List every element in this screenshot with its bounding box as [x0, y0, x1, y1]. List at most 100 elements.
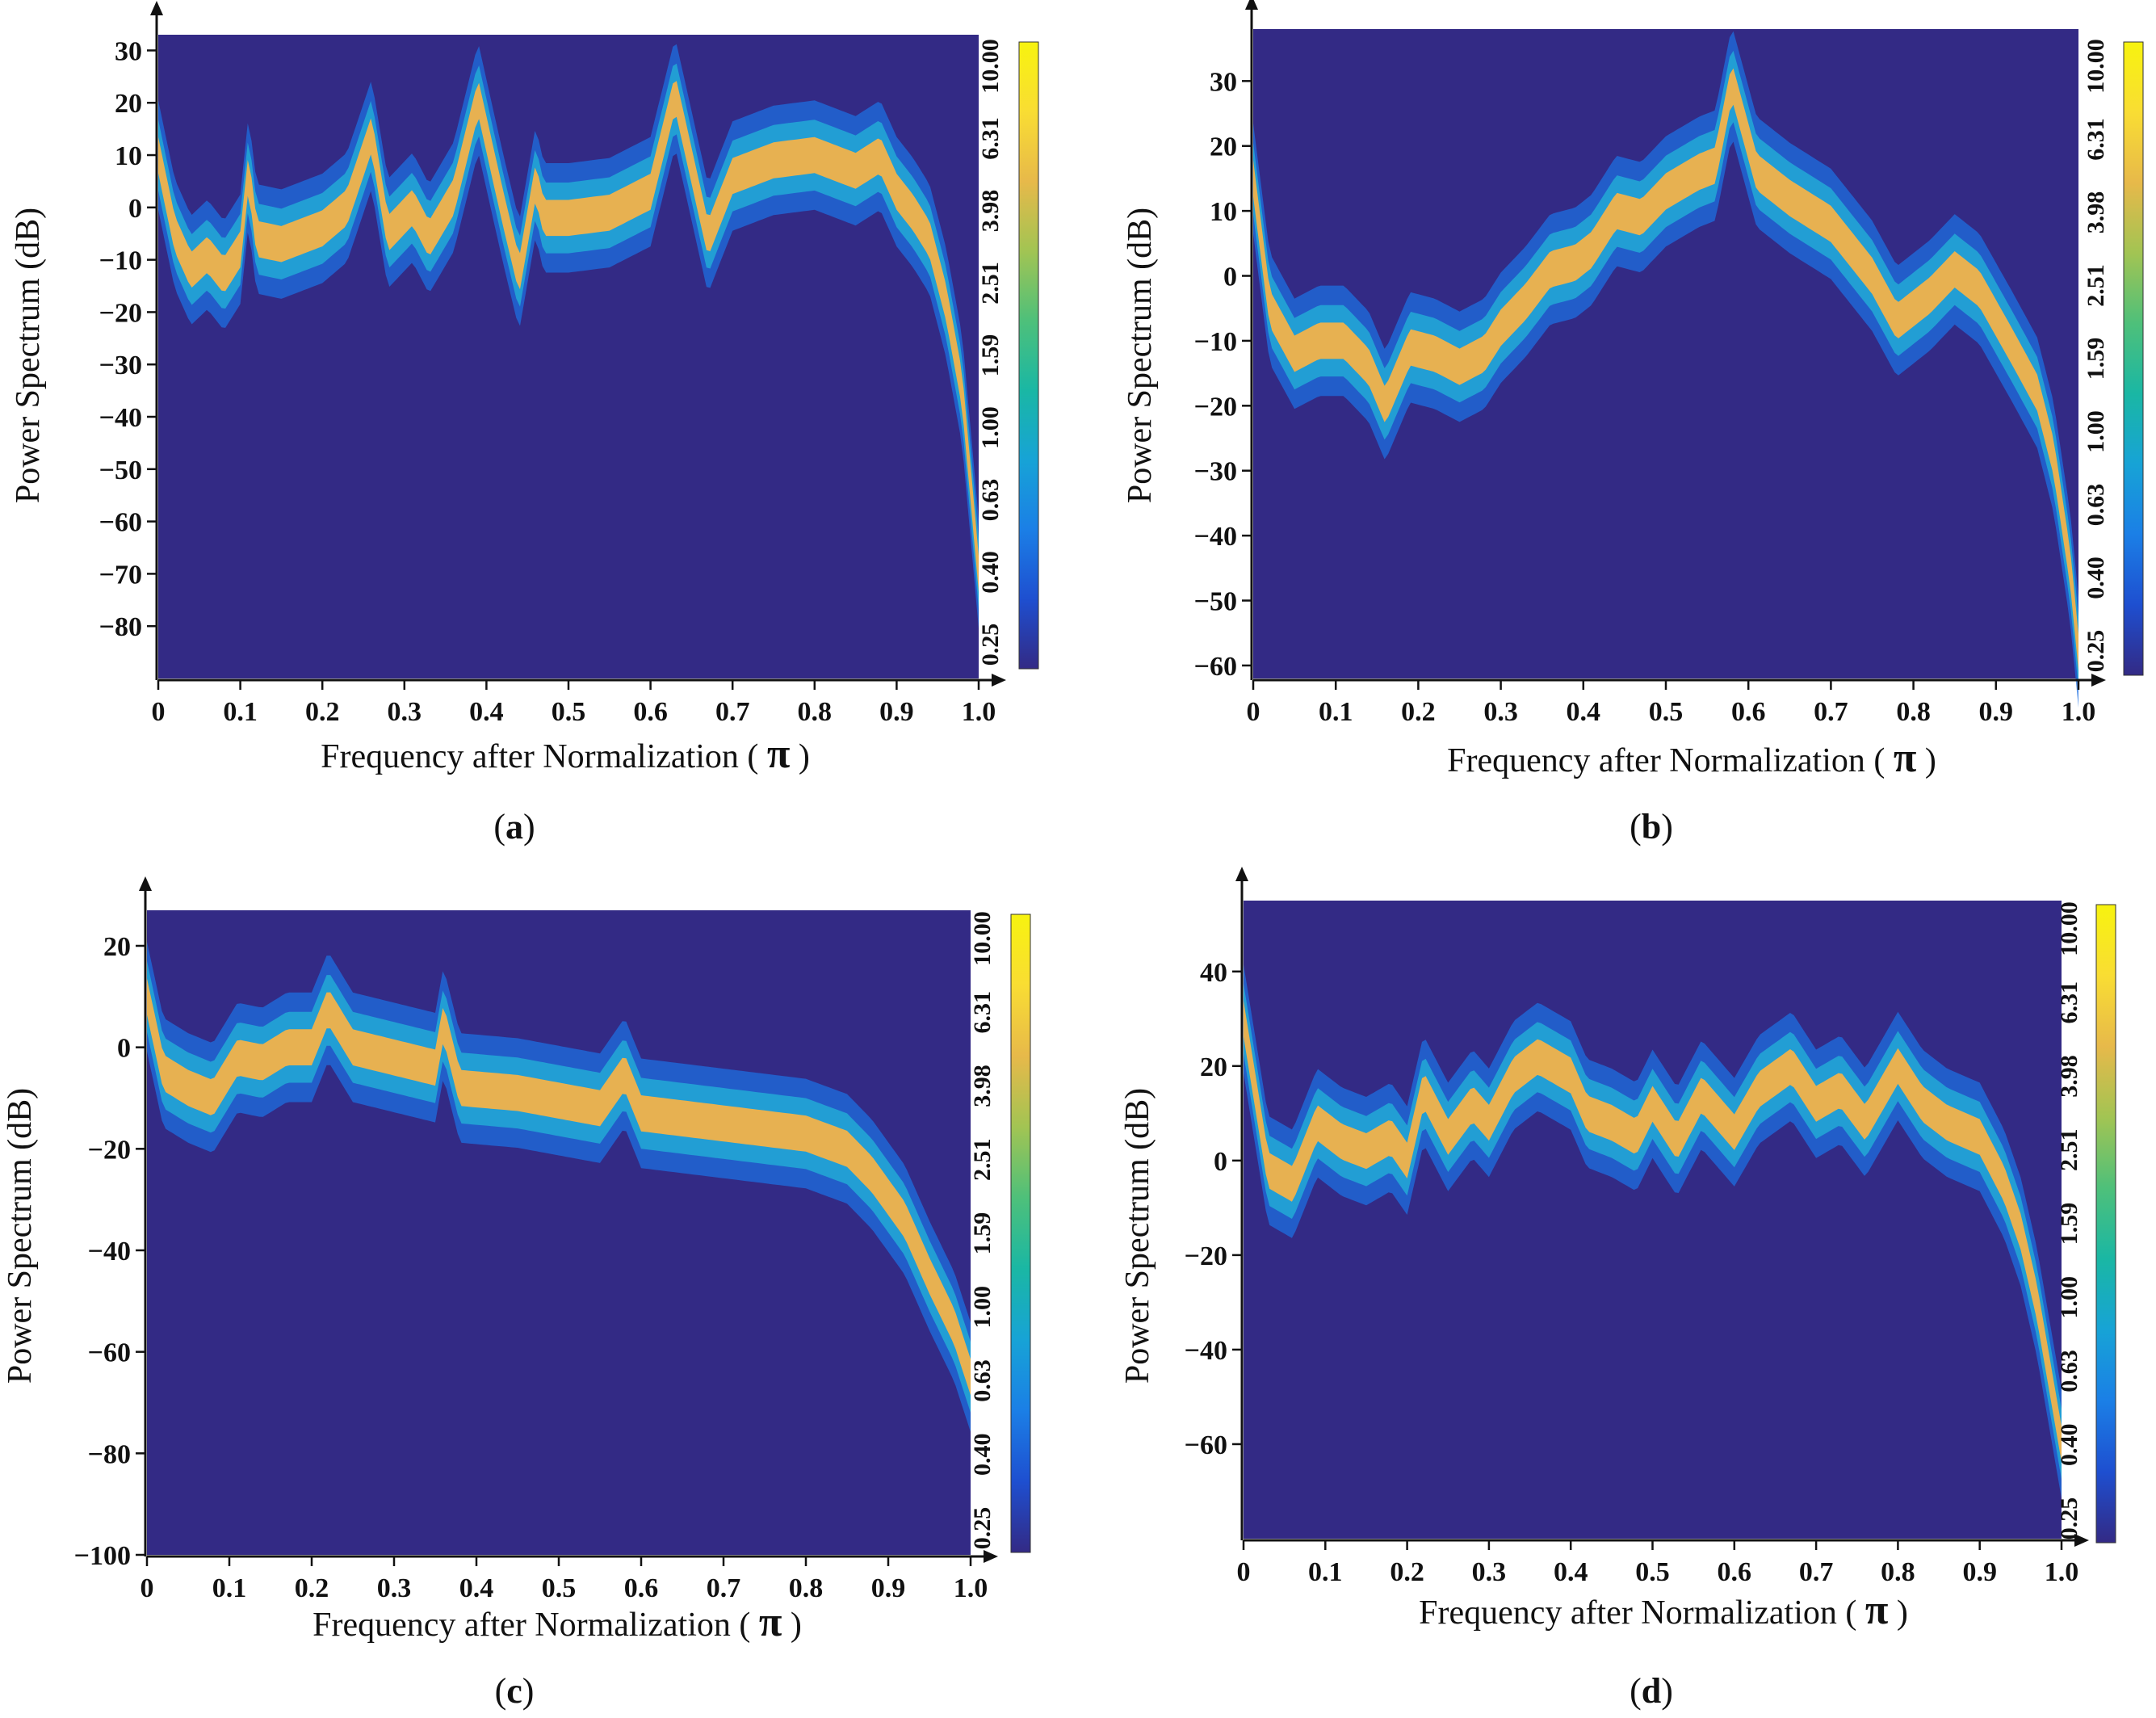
density-band-middle — [147, 960, 971, 1413]
x-tick-label: 0.4 — [469, 697, 504, 727]
x-axis-arrow — [992, 674, 1006, 687]
colorbar-tick-label: 1.59 — [969, 1212, 996, 1255]
y-tick-label: 20 — [1210, 132, 1237, 162]
y-tick-label: 20 — [1200, 1052, 1227, 1082]
x-tick-label: 0.8 — [798, 697, 833, 727]
y-tick-label: 0 — [1214, 1147, 1227, 1177]
y-axis-arrow — [150, 1, 163, 15]
caption-letter: d — [1642, 1671, 1661, 1711]
y-tick-label: 30 — [115, 36, 142, 66]
x-tick-label: 0.5 — [1649, 697, 1684, 727]
colorbar-tick-label: 0.40 — [2056, 1424, 2083, 1467]
y-axis-arrow — [139, 876, 152, 891]
colorbar-tick-label: 3.98 — [977, 190, 1004, 233]
caption-letter: a — [505, 807, 523, 846]
panel-b: 0 0.1 0.2 0.3 0.4 0.5 0.6 0.7 0.8 0.9 1.0 30 20 10 0 −1… — [1122, 0, 2144, 846]
x-tick-label: 0.9 — [879, 697, 914, 727]
colorbar-tick-label: 1.00 — [2083, 410, 2109, 453]
colorbar-tick-label: 0.25 — [969, 1507, 996, 1550]
caption-close: ) — [522, 1671, 535, 1711]
x-tick-label: 1.0 — [2062, 697, 2096, 727]
caption-close: ) — [523, 807, 535, 846]
x-axis-title-text: Frequency after Normalization ( — [321, 738, 767, 775]
y-tick-label: −60 — [88, 1338, 131, 1368]
x-tick-label: 0.4 — [459, 1573, 494, 1603]
colorbar-tick-label: 0.25 — [2083, 630, 2109, 673]
x-axis-title-text: Frequency after Normalization ( — [1419, 1594, 1865, 1632]
colorbar-tick-label: 1.59 — [977, 334, 1004, 377]
colorbar-tick-label: 1.59 — [2083, 338, 2109, 380]
y-axis-title: Power Spectrum (dB) — [2, 1088, 39, 1384]
y-tick-label: −40 — [1194, 522, 1237, 552]
x-axis-title-close: ) — [1916, 742, 1936, 779]
x-axis-title-close: ) — [1888, 1594, 1908, 1632]
y-tick-label: −40 — [99, 403, 142, 433]
colorbar-tick-label: 6.31 — [969, 991, 996, 1034]
x-axis-title-symbol: π — [1894, 735, 1917, 781]
colorbar-tick-label: 10.00 — [977, 39, 1004, 94]
colorbar-tick-label: 6.31 — [977, 117, 1004, 160]
colorbar-tick-label: 10.00 — [2056, 901, 2083, 956]
x-tick-label: 0.3 — [1472, 1557, 1507, 1587]
x-tick-label: 0.4 — [1567, 697, 1601, 727]
x-tick-label: 0.2 — [305, 697, 340, 727]
x-axis-arrow — [2074, 1534, 2089, 1547]
x-tick-label: 0.1 — [223, 697, 258, 727]
colorbar-tick-label: 3.98 — [969, 1065, 996, 1107]
x-tick-label: 0.4 — [1554, 1557, 1588, 1587]
x-tick-label: 0.6 — [1731, 697, 1766, 727]
x-axis-title-symbol: π — [1865, 1587, 1889, 1633]
x-axis-arrow — [2091, 674, 2106, 687]
caption-letter: b — [1642, 807, 1661, 846]
y-tick-label: −10 — [1194, 327, 1237, 357]
colorbar-tick-label: 1.59 — [2056, 1203, 2083, 1245]
x-axis-title: Frequency after Normalization ( π ) — [321, 731, 810, 777]
x-tick-label: 0.8 — [1896, 697, 1931, 727]
y-tick-label: −40 — [1185, 1336, 1227, 1366]
x-axis-title-close: ) — [790, 738, 810, 775]
plot-area — [1244, 901, 2062, 1539]
x-tick-label: 0 — [141, 1573, 154, 1603]
y-tick-label: 0 — [1223, 263, 1237, 292]
x-tick-label: 0.5 — [1635, 1557, 1670, 1587]
colorbar — [1010, 914, 1031, 1553]
panel-caption: (d) — [1630, 1671, 1673, 1711]
x-tick-label: 0.9 — [871, 1573, 906, 1603]
x-tick-label: 0.2 — [1390, 1557, 1424, 1587]
x-axis-title-close: ) — [782, 1607, 802, 1644]
x-tick-label: 1.0 — [2045, 1557, 2079, 1587]
x-tick-label: 0.2 — [1401, 697, 1436, 727]
x-tick-label: 0.7 — [1814, 697, 1848, 727]
caption-open: ( — [1630, 1671, 1642, 1711]
y-tick-label: −60 — [1185, 1430, 1227, 1460]
y-tick-label: −80 — [88, 1439, 131, 1469]
y-tick-label: −60 — [1194, 652, 1237, 682]
y-tick-label: 0 — [128, 194, 142, 224]
x-tick-label: 0.1 — [212, 1573, 247, 1603]
x-tick-label: 0.8 — [1881, 1557, 1915, 1587]
colorbar-tick-label: 6.31 — [2056, 981, 2083, 1024]
y-tick-label: 10 — [1210, 197, 1237, 227]
x-tick-label: 0.2 — [295, 1573, 329, 1603]
y-tick-label: 20 — [115, 89, 142, 119]
colorbar-tick-label: 0.25 — [977, 624, 1004, 666]
y-tick-label: −70 — [99, 560, 142, 590]
x-axis-title-symbol: π — [759, 1599, 782, 1645]
colorbar-tick-label: 0.63 — [969, 1359, 996, 1402]
colorbar — [1018, 41, 1039, 670]
x-axis-title-symbol: π — [767, 731, 791, 777]
x-tick-label: 1.0 — [954, 1573, 988, 1603]
x-tick-label: 0.1 — [1319, 697, 1353, 727]
colorbar-tick-label: 2.51 — [977, 262, 1004, 305]
colorbar-tick-label: 0.40 — [977, 551, 1004, 594]
y-tick-label: −20 — [99, 298, 142, 328]
y-tick-label: 0 — [117, 1034, 131, 1064]
x-tick-label: 0 — [152, 697, 166, 727]
y-tick-label: 30 — [1210, 67, 1237, 97]
colorbar-tick-label: 0.63 — [2083, 484, 2109, 527]
x-axis-title-text: Frequency after Normalization ( — [312, 1607, 759, 1644]
y-tick-label: −50 — [1194, 587, 1237, 617]
y-axis-arrow — [1235, 867, 1248, 881]
